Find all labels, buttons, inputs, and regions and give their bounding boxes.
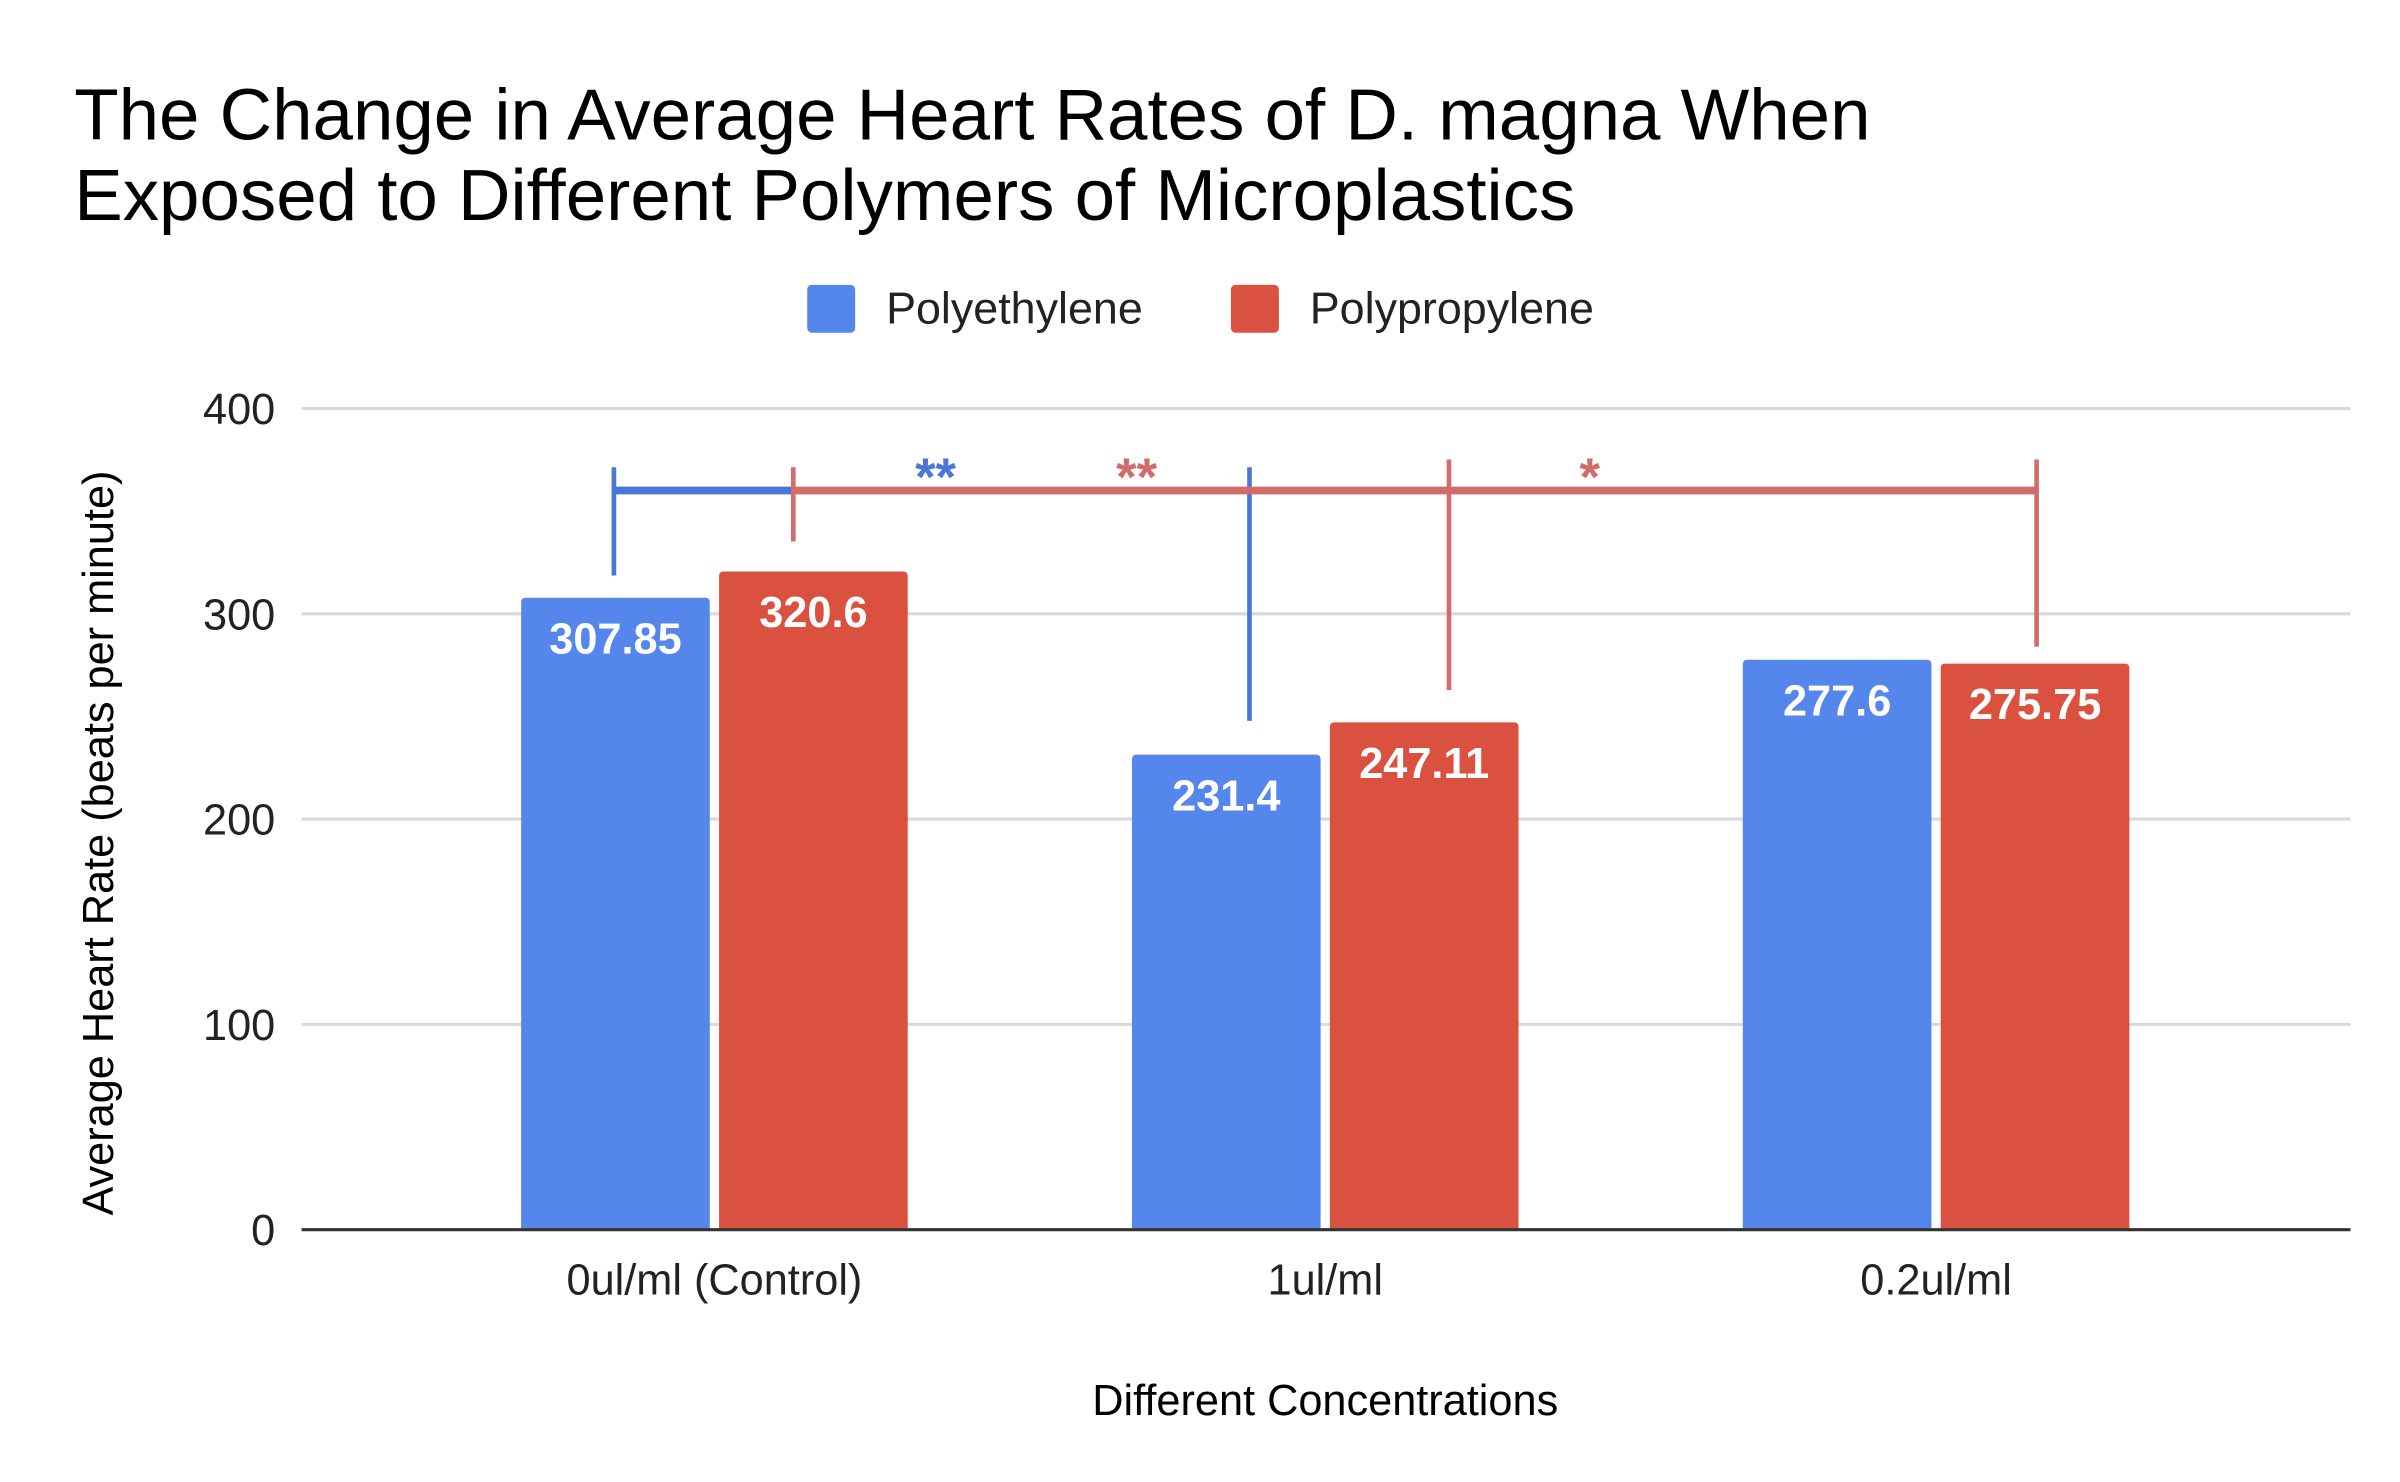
x-axis-ticks: 0ul/ml (Control) 1ul/ml 0.2ul/ml [567, 1257, 2012, 1305]
x-tick-label: 0ul/ml (Control) [567, 1257, 863, 1305]
significance-marker: ** [1116, 448, 1157, 507]
legend-swatch-polyethylene [807, 284, 856, 333]
x-tick-label: 1ul/ml [1268, 1257, 1383, 1305]
bar-polyethylene-0 [521, 597, 710, 1230]
chart-title-line-1: The Change in Average Heart Rates of D. … [74, 74, 1870, 155]
data-label: 231.4 [1172, 772, 1280, 820]
x-axis-title: Different Concentrations [1092, 1377, 1558, 1425]
bar-polyethylene-2 [1742, 659, 1932, 1230]
legend-swatch-polypropylene [1230, 284, 1279, 333]
y-tick-label: 400 [203, 386, 275, 434]
x-tick-label: 0.2ul/ml [1860, 1257, 2012, 1305]
legend-label-polyethylene: Polyethylene [886, 282, 1143, 333]
significance-annotations: ** ** * [611, 448, 2039, 721]
data-label: 307.85 [549, 615, 681, 663]
chart-title-line-2: Exposed to Different Polymers of Micropl… [74, 155, 1575, 236]
data-label: 277.6 [1783, 677, 1891, 725]
bar-polypropylene-1 [1329, 722, 1519, 1230]
y-tick-label: 300 [203, 591, 275, 639]
data-label: 275.75 [1969, 681, 2101, 729]
y-axis-title: Average Heart Rate (beats per minute) [75, 471, 123, 1216]
bar-polyethylene-1 [1131, 754, 1321, 1230]
y-tick-label: 0 [251, 1207, 275, 1255]
y-tick-label: 100 [203, 1002, 275, 1050]
bars: 307.85 320.6 231.4 247.11 277.6 275.75 [521, 571, 2130, 1230]
y-tick-label: 200 [203, 797, 275, 845]
data-label: 247.11 [1359, 740, 1489, 788]
significance-marker: * [1579, 448, 1600, 507]
significance-marker: ** [915, 448, 956, 507]
data-label: 320.6 [759, 589, 867, 637]
bar-polypropylene-0 [719, 571, 908, 1230]
legend-label-polypropylene: Polypropylene [1310, 282, 1594, 333]
bar-polypropylene-2 [1940, 663, 2130, 1230]
y-axis-ticks: 0 100 200 300 400 [203, 386, 275, 1255]
legend: Polyethylene Polypropylene [807, 282, 1594, 333]
